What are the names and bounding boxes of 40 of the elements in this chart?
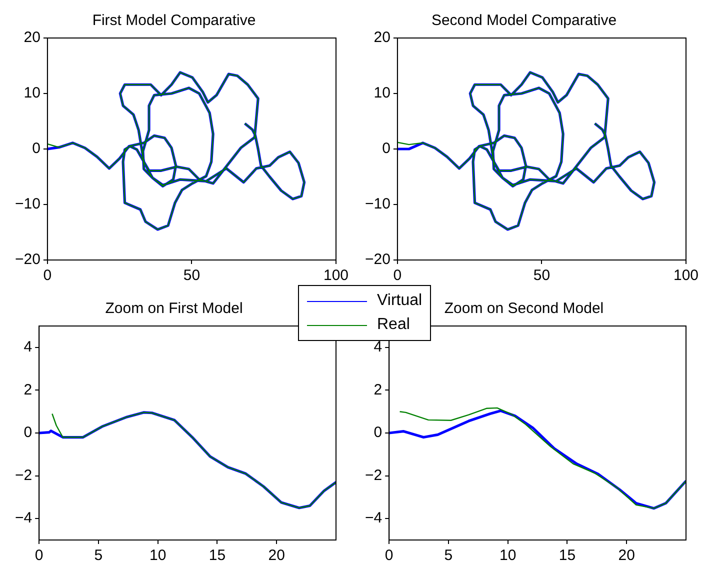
- x-tick-label: 5: [444, 547, 453, 564]
- y-tick-label: −2: [14, 466, 32, 484]
- y-tick-label: 2: [374, 381, 382, 398]
- x-tick-label: 15: [558, 547, 576, 564]
- y-tick-label: 0: [382, 140, 390, 158]
- x-tick-label: 50: [533, 267, 550, 284]
- x-tick-label: 20: [268, 547, 285, 564]
- x-tick-label: 10: [150, 547, 166, 564]
- y-tick-label: −20: [14, 251, 40, 268]
- y-tick-label: 10: [24, 84, 40, 102]
- y-tick-label: 4: [374, 338, 382, 356]
- x-tick-label: 100: [323, 267, 349, 284]
- chart-title: Zoom on First Model: [105, 300, 243, 318]
- y-tick-label: 0: [24, 424, 32, 442]
- chart-title: Second Model Comparative: [431, 12, 617, 30]
- x-tick-label: 50: [183, 267, 200, 284]
- x-tick-label: 20: [618, 547, 635, 564]
- x-tick-label: 0: [43, 267, 52, 284]
- x-tick-label: 10: [500, 547, 516, 564]
- y-tick-label: −10: [14, 196, 40, 213]
- y-tick-label: −20: [364, 251, 390, 268]
- y-tick-label: −2: [364, 466, 382, 484]
- y-tick-label: 2: [24, 381, 32, 398]
- x-tick-label: 0: [393, 267, 402, 284]
- x-tick-label: 100: [673, 267, 699, 284]
- y-tick-label: 0: [374, 424, 382, 442]
- y-tick-label: −4: [14, 510, 32, 527]
- y-tick-label: 4: [24, 338, 32, 356]
- y-tick-label: 20: [374, 29, 390, 46]
- y-tick-label: −4: [364, 510, 382, 527]
- chart-title: First Model Comparative: [92, 12, 256, 30]
- y-tick-label: −10: [364, 196, 390, 213]
- legend-label: Virtual: [377, 292, 422, 310]
- y-tick-label: 20: [24, 29, 40, 46]
- y-tick-label: 0: [32, 140, 40, 158]
- x-tick-label: 5: [94, 547, 103, 564]
- legend-label: Real: [377, 316, 410, 334]
- x-tick-label: 15: [208, 547, 226, 564]
- chart-title: Zoom on Second Model: [444, 300, 604, 318]
- y-tick-label: 10: [374, 84, 390, 102]
